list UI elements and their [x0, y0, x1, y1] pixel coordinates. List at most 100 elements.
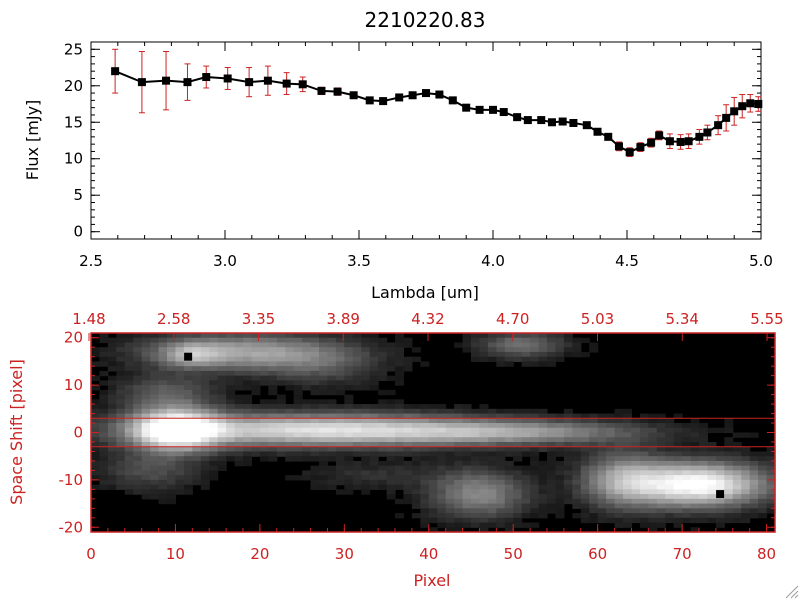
heatmap-cell: [124, 475, 134, 481]
heatmap-cell: [175, 437, 185, 443]
heatmap-cell: [369, 408, 379, 415]
heatmap-cell: [471, 337, 481, 344]
heatmap-cell: [572, 503, 582, 509]
heatmap-cell: [623, 465, 633, 472]
heatmap-cell: [428, 441, 438, 448]
heatmap-cell: [732, 470, 742, 476]
heatmap-cell: [200, 427, 210, 434]
resize-grip-icon[interactable]: [785, 585, 799, 599]
heatmap-cell: [302, 456, 312, 462]
heatmap-cell: [690, 479, 700, 486]
heatmap-cell: [150, 437, 160, 443]
heatmap-cell: [462, 456, 472, 462]
heatmap-cell: [758, 489, 768, 495]
heatmap-cell: [547, 489, 557, 495]
heatmap-cell: [547, 451, 557, 457]
heatmap-cell: [327, 423, 337, 429]
heatmap-cell: [428, 503, 438, 509]
heatmap-cell: [243, 356, 253, 363]
heatmap-cell: [310, 375, 320, 381]
heatmap-cell: [521, 337, 531, 344]
heatmap-cell: [327, 418, 337, 424]
heatmap-cell: [555, 508, 565, 514]
heatmap-cell: [555, 503, 565, 509]
heatmap-cell: [699, 503, 709, 509]
heatmap-cell: [133, 475, 143, 481]
heatmap-cell: [209, 437, 219, 443]
heatmap-cell: [344, 465, 354, 472]
heatmap-cell: [496, 342, 506, 348]
heatmap-cell: [471, 441, 481, 448]
heatmap-cell: [141, 342, 151, 348]
heatmap-cell: [758, 479, 768, 486]
data-point: [183, 78, 192, 87]
heatmap-cell: [293, 356, 303, 363]
heatmap-cell: [538, 494, 548, 500]
heatmap-cell: [656, 456, 666, 462]
heatmap-cell: [479, 522, 489, 528]
shift-tick-label: 10: [64, 376, 83, 394]
heatmap-cell: [614, 418, 624, 424]
heatmap-cell: [217, 333, 227, 339]
heatmap-cell: [167, 337, 177, 344]
heatmap-cell: [217, 451, 227, 457]
heatmap-cell: [133, 337, 143, 344]
heatmap-cell: [395, 427, 405, 434]
heatmap-cell: [352, 460, 362, 467]
heatmap-cell: [319, 389, 329, 396]
heatmap-cell: [327, 342, 337, 348]
heatmap-cell: [234, 451, 244, 457]
heatmap-cell: [648, 522, 658, 528]
heatmap-cell: [183, 470, 193, 476]
heatmap-cell: [116, 465, 126, 472]
heatmap-cell: [116, 342, 126, 348]
heatmap-cell: [310, 484, 320, 490]
heatmap-cell: [192, 427, 202, 434]
heatmap-cell: [192, 370, 202, 377]
heatmap-cell: [403, 408, 413, 415]
heatmap-cell: [150, 394, 160, 400]
heatmap-cell: [682, 446, 692, 453]
heatmap-cell: [141, 451, 151, 457]
heatmap-cell: [335, 361, 345, 367]
heatmap-cell: [732, 489, 742, 495]
heatmap-cell: [454, 475, 464, 481]
heatmap-cell: [639, 494, 649, 500]
heatmap-cell: [226, 333, 236, 339]
heatmap-cell: [454, 470, 464, 476]
heatmap-cell: [538, 408, 548, 415]
heatmap-cell: [335, 342, 345, 348]
heatmap-cell: [395, 460, 405, 467]
heatmap-cell: [462, 404, 472, 410]
heatmap-cell: [631, 456, 641, 462]
heatmap-cell: [302, 399, 312, 405]
heatmap-cell: [175, 370, 185, 377]
heatmap-cell: [724, 498, 734, 505]
heatmap-cell: [682, 441, 692, 448]
heatmap-cell: [437, 470, 447, 476]
heatmap-cell: [369, 366, 379, 372]
heatmap-cell: [243, 437, 253, 443]
heatmap-cell: [361, 356, 371, 363]
heatmap-cell: [200, 437, 210, 443]
heatmap-cell: [378, 351, 388, 358]
heatmap-cell: [437, 484, 447, 490]
heatmap-cell: [555, 446, 565, 453]
heatmap-cell: [175, 389, 185, 396]
heatmap-cell: [150, 460, 160, 467]
heatmap-cell: [411, 470, 421, 476]
heatmap-cell: [428, 494, 438, 500]
heatmap-cell: [411, 423, 421, 429]
heatmap-cell: [302, 366, 312, 372]
heatmap-cell: [259, 437, 269, 443]
heatmap-cell: [99, 427, 109, 434]
heatmap-cell: [361, 375, 371, 381]
heatmap-cell: [682, 465, 692, 472]
heatmap-cell: [690, 494, 700, 500]
heatmap-cell: [749, 460, 759, 467]
heatmap-cell: [91, 446, 101, 453]
heatmap-cell: [285, 418, 295, 424]
heatmap-cell: [572, 441, 582, 448]
heatmap-cell: [589, 470, 599, 476]
heatmap-cell: [521, 498, 531, 505]
